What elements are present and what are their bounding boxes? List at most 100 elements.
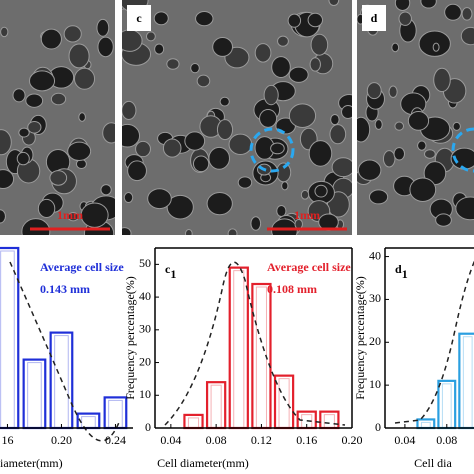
panel-label-bg bbox=[127, 5, 151, 31]
pore bbox=[122, 123, 141, 148]
bar bbox=[437, 379, 457, 430]
pore bbox=[271, 218, 298, 235]
pore bbox=[154, 43, 165, 55]
pore bbox=[16, 151, 30, 166]
pore bbox=[331, 157, 352, 178]
pore bbox=[314, 184, 328, 198]
y-tick-label: 30 bbox=[139, 322, 151, 336]
bar bbox=[416, 418, 436, 430]
pore bbox=[460, 26, 474, 46]
pore bbox=[409, 177, 437, 202]
pore bbox=[127, 160, 147, 182]
pore bbox=[206, 191, 233, 216]
pore bbox=[208, 146, 230, 170]
pore bbox=[394, 121, 404, 131]
pore bbox=[78, 112, 86, 122]
y-tick-label: 50 bbox=[139, 256, 151, 270]
pore bbox=[80, 202, 109, 228]
pore bbox=[341, 105, 352, 120]
pore bbox=[195, 11, 214, 27]
x-axis-label: Cell diameter(mm) bbox=[157, 456, 249, 470]
x-tick-label: 0.08 bbox=[206, 433, 227, 447]
pore bbox=[237, 176, 253, 189]
y-tick-label: 0 bbox=[375, 420, 381, 434]
scale-bar-label: 1mm bbox=[57, 208, 83, 222]
pore bbox=[270, 142, 285, 155]
panel-label: d bbox=[371, 11, 378, 25]
highlight-circle bbox=[249, 127, 295, 173]
pore bbox=[49, 170, 68, 186]
pore bbox=[123, 192, 134, 204]
y-tick-label: 0 bbox=[145, 420, 151, 434]
pore bbox=[330, 113, 340, 126]
pore bbox=[122, 100, 137, 120]
x-axis-label: Cell dia bbox=[414, 456, 452, 470]
panel-letter: c bbox=[165, 262, 171, 276]
bar bbox=[228, 266, 249, 430]
bar bbox=[251, 282, 272, 430]
pore bbox=[0, 169, 15, 189]
pore bbox=[374, 119, 383, 130]
pore bbox=[0, 129, 12, 156]
x-tick-label: 0.12 bbox=[251, 433, 272, 447]
pore bbox=[147, 188, 172, 210]
bar bbox=[0, 246, 20, 430]
pore bbox=[307, 12, 324, 28]
pore bbox=[153, 11, 169, 26]
pore bbox=[212, 36, 234, 57]
x-tick-label: 0.24 bbox=[105, 433, 126, 447]
x-tick-label: 0.20 bbox=[51, 433, 72, 447]
pore bbox=[368, 189, 389, 205]
pore bbox=[190, 62, 200, 74]
pore bbox=[250, 216, 262, 231]
pore bbox=[40, 28, 62, 50]
pore bbox=[444, 3, 462, 21]
pore bbox=[100, 184, 112, 196]
panel-subscript: 1 bbox=[402, 267, 408, 281]
scale-bar-label: 1mm bbox=[294, 208, 320, 222]
annotation: 0.108 mm bbox=[267, 282, 317, 296]
x-tick-label: 0.08 bbox=[436, 433, 457, 447]
pore bbox=[63, 25, 82, 43]
pore bbox=[29, 70, 56, 92]
bar bbox=[103, 396, 128, 430]
pore bbox=[263, 84, 279, 106]
x-tick-label: 0.04 bbox=[160, 433, 181, 447]
x-tick-label: 0.04 bbox=[394, 433, 415, 447]
fit-curve bbox=[9, 261, 121, 442]
pore bbox=[388, 85, 398, 98]
pore bbox=[308, 140, 333, 167]
pore bbox=[287, 13, 302, 28]
y-tick-label: 40 bbox=[369, 248, 381, 262]
panel-label-bg bbox=[362, 5, 386, 31]
pore bbox=[398, 11, 412, 26]
pore bbox=[433, 67, 451, 93]
pore bbox=[271, 56, 291, 78]
pore bbox=[407, 111, 430, 131]
x-tick-label: 0.20 bbox=[342, 433, 363, 447]
pore bbox=[455, 196, 474, 221]
bar bbox=[205, 381, 227, 430]
panel-letter: d bbox=[395, 262, 402, 276]
annotation: Average cell size bbox=[40, 260, 124, 274]
x-tick-label: 16 bbox=[1, 433, 13, 447]
pore bbox=[391, 42, 400, 53]
y-tick-label: 10 bbox=[369, 377, 381, 391]
pore bbox=[216, 119, 234, 141]
pore bbox=[162, 138, 182, 158]
annotation: Average cell size bbox=[267, 260, 351, 274]
pore bbox=[219, 96, 230, 107]
pore bbox=[227, 228, 238, 235]
pore bbox=[254, 43, 272, 63]
fit-curve bbox=[394, 260, 474, 424]
pore bbox=[382, 150, 396, 168]
pore bbox=[97, 36, 114, 58]
pore bbox=[277, 35, 289, 47]
pore bbox=[27, 120, 42, 134]
sem-image bbox=[357, 0, 474, 235]
pore bbox=[435, 213, 452, 227]
pore bbox=[145, 31, 156, 42]
pore bbox=[417, 140, 427, 151]
annotation: 0.143 mm bbox=[40, 282, 90, 296]
